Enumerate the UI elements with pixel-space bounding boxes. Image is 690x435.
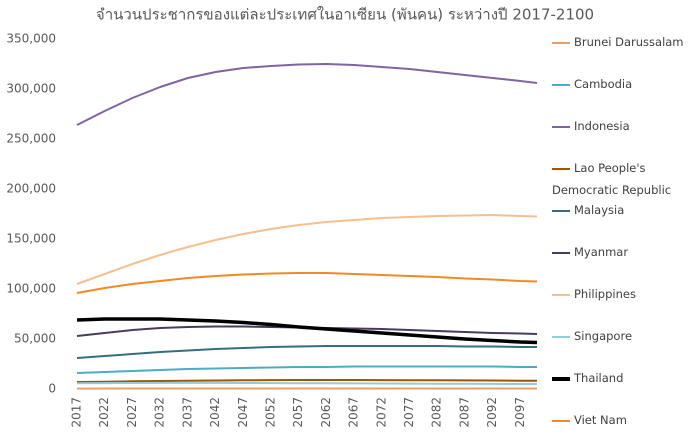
- legend-swatch: [552, 419, 570, 422]
- series-line: [76, 381, 537, 385]
- legend-swatch: [552, 376, 570, 381]
- legend-swatch: [552, 167, 570, 170]
- legend-item: Philippines: [552, 283, 688, 305]
- series-line: [76, 214, 538, 285]
- x-tick-label: 2087: [457, 397, 471, 428]
- legend-label: Lao People's Democratic Republic: [552, 161, 672, 197]
- x-tick-label: 2052: [263, 397, 277, 428]
- legend-item: Viet Nam: [552, 409, 688, 431]
- legend-item: Myanmar: [552, 241, 688, 263]
- x-tick-label: 2067: [347, 397, 361, 428]
- legend-swatch: [552, 293, 570, 296]
- legend-label: Thailand: [574, 371, 624, 385]
- series-line: [76, 272, 538, 294]
- legend-item: Thailand: [552, 367, 688, 389]
- x-tick-label: 2077: [402, 397, 416, 428]
- legend-item: Malaysia: [552, 199, 688, 221]
- series-line: [76, 63, 538, 126]
- legend-label: Viet Nam: [574, 413, 627, 427]
- x-tick-label: 2082: [430, 397, 444, 428]
- x-tick-label: 2027: [125, 397, 139, 428]
- legend-label: Malaysia: [574, 203, 625, 217]
- x-tick-label: 2047: [236, 397, 250, 428]
- legend-swatch: [552, 251, 570, 254]
- legend-label: Philippines: [574, 287, 636, 301]
- y-tick-label: 100,000: [6, 282, 56, 296]
- y-tick-label: 250,000: [6, 132, 56, 146]
- legend-label: Myanmar: [574, 245, 629, 259]
- x-tick-label: 2092: [485, 397, 499, 428]
- y-tick-label: 350,000: [6, 32, 56, 46]
- x-tick-label: 2042: [208, 397, 222, 428]
- x-tick-label: 2017: [70, 397, 84, 428]
- legend-swatch: [552, 41, 570, 44]
- x-tick-label: 2072: [374, 397, 388, 428]
- x-tick-label: 2097: [513, 397, 527, 428]
- x-tick-label: 2057: [291, 397, 305, 428]
- y-tick-label: 300,000: [6, 82, 56, 96]
- x-tick-label: 2037: [180, 397, 194, 428]
- legend-item: Singapore: [552, 325, 688, 347]
- legend-item: Indonesia: [552, 115, 688, 137]
- chart-title: จำนวนประชากรของแต่ละประเทศในอาเซียน (พัน…: [96, 6, 594, 24]
- x-tick-label: 2032: [153, 397, 167, 428]
- series-line: [76, 317, 538, 345]
- legend-swatch: [552, 83, 570, 86]
- legend-label: Singapore: [574, 329, 633, 343]
- y-tick-label: 200,000: [6, 182, 56, 196]
- legend-label: Indonesia: [574, 119, 630, 133]
- series-line: [76, 365, 537, 374]
- legend-swatch: [552, 209, 570, 212]
- legend-item: Cambodia: [552, 73, 688, 95]
- y-tick-label: 150,000: [6, 232, 56, 246]
- legend-label: Brunei Darussalam: [574, 35, 684, 49]
- legend-item: Lao People's Democratic Republic: [552, 157, 688, 201]
- series-line: [76, 345, 537, 359]
- y-tick-label: 0: [48, 382, 56, 396]
- legend-swatch: [552, 335, 570, 338]
- legend-swatch: [552, 125, 570, 128]
- series-line: [76, 379, 538, 383]
- legend-item: Brunei Darussalam: [552, 31, 688, 53]
- legend-label: Cambodia: [574, 77, 633, 91]
- x-tick-label: 2062: [319, 397, 333, 428]
- x-tick-label: 2022: [97, 397, 111, 428]
- y-tick-label: 50,000: [14, 332, 56, 346]
